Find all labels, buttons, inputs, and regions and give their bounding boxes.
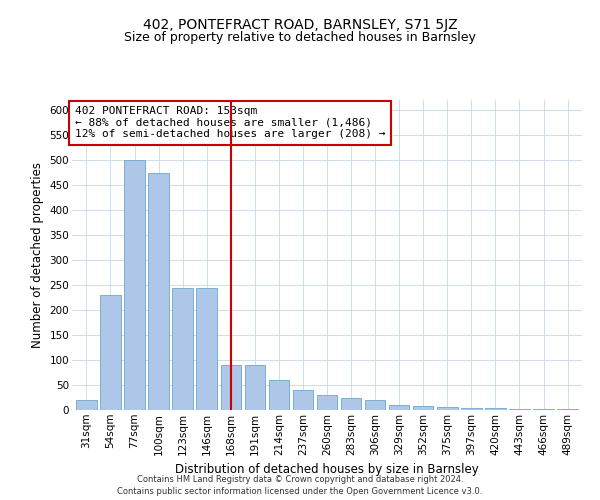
Bar [557, 409, 578, 410]
Text: 402 PONTEFRACT ROAD: 153sqm
← 88% of detached houses are smaller (1,486)
12% of : 402 PONTEFRACT ROAD: 153sqm ← 88% of det… [74, 106, 385, 140]
Bar [172, 288, 193, 410]
Y-axis label: Number of detached properties: Number of detached properties [31, 162, 44, 348]
Bar [221, 365, 241, 410]
Bar [100, 295, 121, 410]
Bar [509, 408, 530, 410]
Bar [196, 288, 217, 410]
Bar [245, 365, 265, 410]
Bar [413, 406, 433, 410]
Bar [533, 409, 554, 410]
Bar [124, 160, 145, 410]
Bar [365, 400, 385, 410]
Bar [317, 395, 337, 410]
Bar [341, 398, 361, 410]
Bar [76, 400, 97, 410]
Bar [437, 407, 458, 410]
Bar [148, 172, 169, 410]
Bar [461, 408, 482, 410]
X-axis label: Distribution of detached houses by size in Barnsley: Distribution of detached houses by size … [175, 463, 479, 476]
Bar [389, 405, 409, 410]
Bar [293, 390, 313, 410]
Bar [485, 408, 506, 410]
Text: 402, PONTEFRACT ROAD, BARNSLEY, S71 5JZ: 402, PONTEFRACT ROAD, BARNSLEY, S71 5JZ [143, 18, 457, 32]
Text: Size of property relative to detached houses in Barnsley: Size of property relative to detached ho… [124, 31, 476, 44]
Text: Contains HM Land Registry data © Crown copyright and database right 2024.
Contai: Contains HM Land Registry data © Crown c… [118, 474, 482, 496]
Bar [269, 380, 289, 410]
